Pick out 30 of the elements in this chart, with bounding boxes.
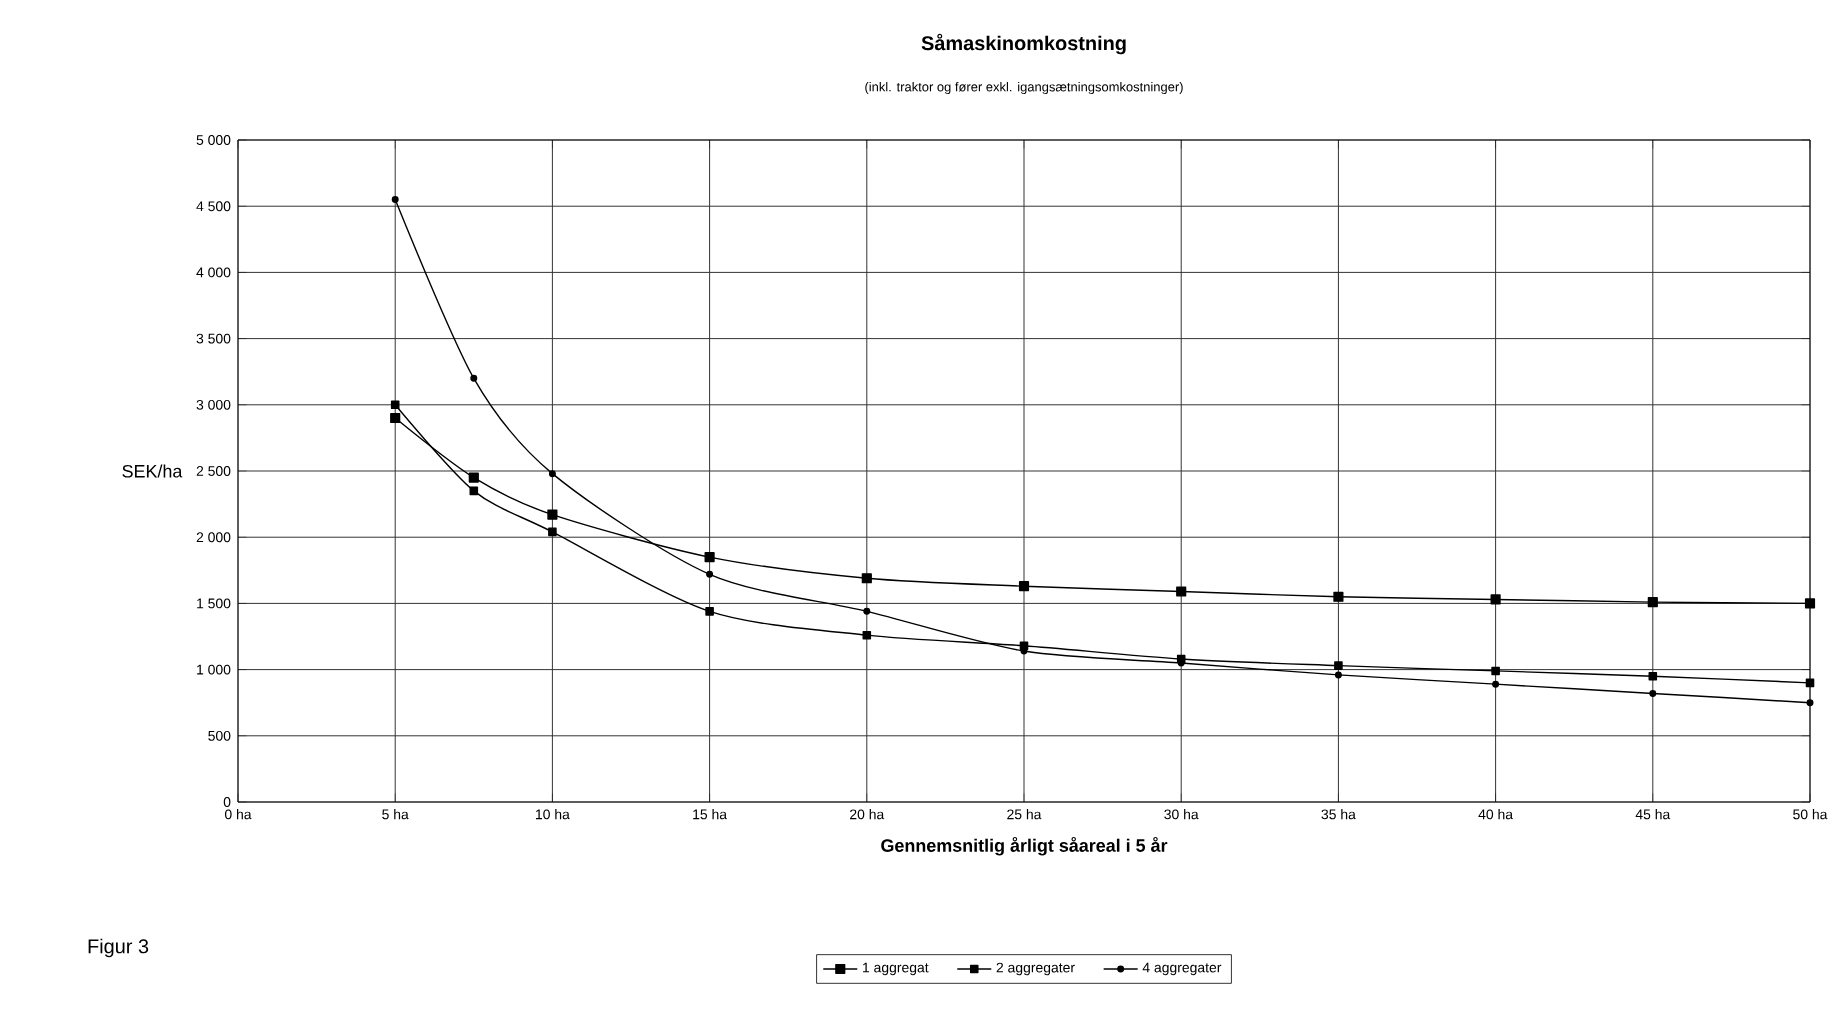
point [547, 509, 558, 520]
point [1647, 597, 1658, 608]
point [1490, 594, 1501, 605]
point [470, 374, 478, 382]
point [1492, 680, 1500, 688]
point [548, 527, 557, 537]
point [704, 551, 715, 563]
point [1176, 586, 1187, 597]
point [1018, 581, 1030, 592]
point [548, 470, 556, 478]
point [705, 607, 714, 616]
point [863, 607, 871, 615]
point [1648, 671, 1658, 681]
point [1334, 661, 1343, 670]
point [390, 412, 401, 424]
point [468, 472, 479, 483]
point [1806, 699, 1814, 707]
point [1491, 666, 1500, 676]
point [1804, 598, 1816, 609]
point [391, 196, 399, 204]
point [861, 573, 872, 584]
chart-title: Såmaskinomkostning [921, 33, 1126, 55]
y-axis-title: SEK/ha [122, 464, 183, 478]
text: Figur 3 [88, 938, 149, 958]
point [706, 570, 714, 578]
point [1334, 671, 1342, 679]
point [1333, 591, 1344, 602]
x-axis-title: Gennemsnitlig årligt såareal i 5 år [881, 836, 1168, 856]
point [390, 400, 400, 410]
point [1649, 689, 1657, 697]
